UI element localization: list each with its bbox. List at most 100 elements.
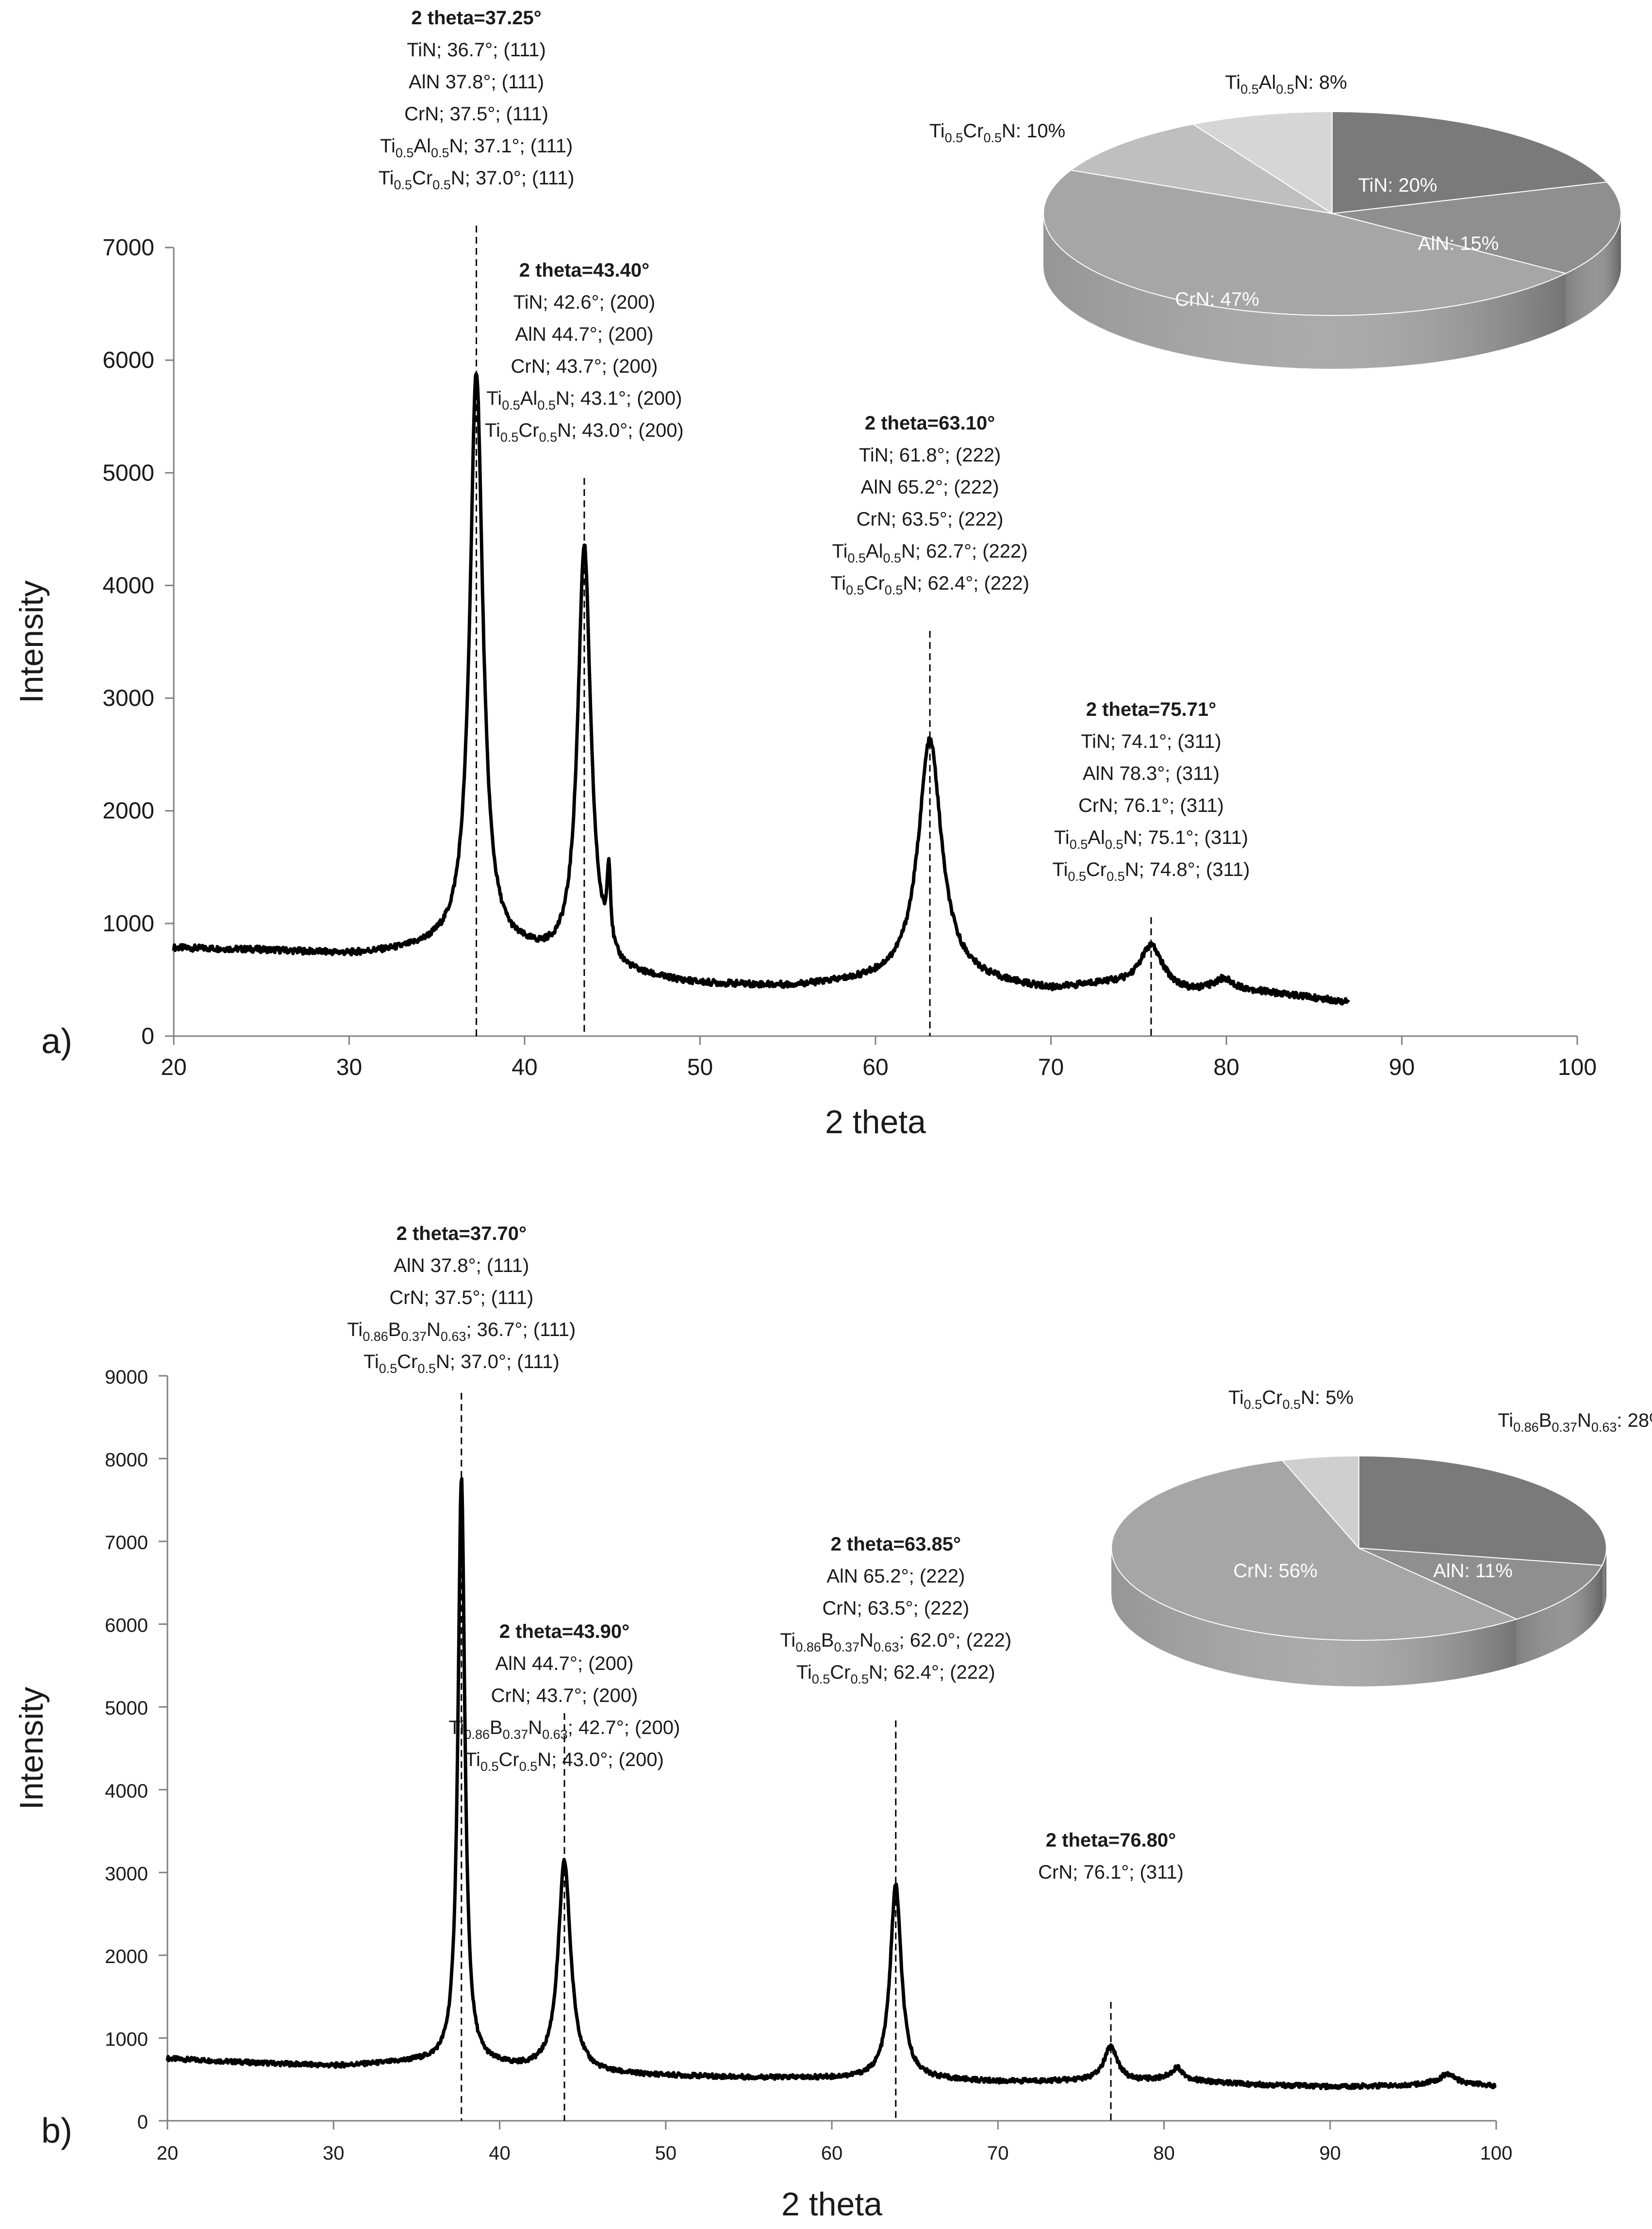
pie-slice xyxy=(1332,111,1608,215)
x-tick-label: 60 xyxy=(821,2143,843,2164)
y-tick-label: 5000 xyxy=(102,460,154,486)
pie-slice-label: Ti0.5​Cr0.5​N: 10% xyxy=(929,120,1065,145)
x-tick-label: 40 xyxy=(489,2143,511,2164)
pie-slice-side-shade xyxy=(1517,1565,1602,1666)
x-tick-label: 70 xyxy=(987,2143,1009,2164)
peak-assignment: AlN 37.8°; (111) xyxy=(409,71,544,93)
pie-slice-label: Ti0.5​Cr0.5​N: 5% xyxy=(1228,1387,1354,1412)
peak-assignment: Ti0.5​Al0.5​N; 62.7°; (222) xyxy=(832,541,1028,565)
pie-slice-label: TiN: 20% xyxy=(1358,175,1437,196)
axes: 20 30 40 50 60 70 80 90 100010002000300040005000… xyxy=(102,235,1597,1080)
y-tick-label: 4000 xyxy=(105,1781,148,1802)
x-tick-label: 90 xyxy=(1389,1055,1415,1080)
peak-assignment: Ti0.86​B0.37​N0.63​; 62.0°; (222) xyxy=(780,1630,1011,1654)
pie-slice-label: AlN: 11% xyxy=(1433,1560,1513,1582)
peak-assignment: CrN; 76.1°; (311) xyxy=(1078,795,1224,816)
pie-slice-label: Ti0.5​Al0.5​N: 8% xyxy=(1225,72,1347,97)
peak-annotation: 2 theta=37.25° TiN; 36.7°; (111) AlN 37.8°… xyxy=(379,7,575,1036)
x-tick-label: 100 xyxy=(1558,1055,1597,1080)
panel-label: b) xyxy=(41,2112,72,2150)
peak-header: 2 theta=63.10° xyxy=(865,413,995,434)
peak-header: 2 theta=75.71° xyxy=(1086,699,1216,720)
x-tick-label: 20 xyxy=(161,1055,186,1080)
peak-assignment: Ti0.86​B0.37​N0.63​; 42.7°; (200) xyxy=(449,1717,680,1742)
peak-annotation: 2 theta=43.40° TiN; 42.6°; (200) AlN 44.7°… xyxy=(485,260,684,1036)
x-tick-label: 40 xyxy=(512,1055,537,1080)
pie-slice-label: Ti0.86​B0.37​N0.63​: 28% xyxy=(1498,1410,1652,1435)
x-tick-label: 50 xyxy=(687,1055,713,1080)
xrd-curve xyxy=(172,372,1350,1006)
peak-header: 2 theta=37.25° xyxy=(411,7,541,29)
pie-slice xyxy=(1042,169,1568,316)
peak-header: 2 theta=43.40° xyxy=(519,260,649,281)
pie-slice xyxy=(1332,182,1622,274)
peak-annotation: 2 theta=76.80° CrN; 76.1°; (311) xyxy=(1038,1830,1184,2121)
y-tick-label: 3000 xyxy=(105,1863,148,1884)
pie-slice xyxy=(1111,1460,1518,1641)
peak-assignment: Ti0.5​Cr0.5​N; 43.0°; (200) xyxy=(485,420,684,445)
phase-pie-chart: Ti0.86​B0.37​N0.63​: 28% AlN: 11% CrN: 56%… xyxy=(1111,1387,1652,1686)
y-tick-label: 2000 xyxy=(102,798,154,824)
xrd-curve xyxy=(165,1477,1497,2091)
pie-slice xyxy=(1070,123,1333,214)
peak-annotation: 2 theta=63.10° TiN; 61.8°; (222) AlN 65.2°… xyxy=(830,413,1029,1036)
peak-assignment: CrN; 63.5°; (222) xyxy=(822,1598,969,1619)
peak-annotation: 2 theta=75.71° TiN; 74.1°; (311) AlN 78.3°… xyxy=(1053,699,1250,1036)
peak-assignment: Ti0.5​Cr0.5​N; 37.0°; (111) xyxy=(363,1351,560,1376)
x-tick-label: 30 xyxy=(323,2143,345,2164)
peak-annotation: 2 theta=63.85° AlN 65.2°; (222) CrN; 63.5°… xyxy=(780,1534,1011,2121)
peak-annotation: 2 theta=37.70° AlN 37.8°; (111) CrN; 37.5°… xyxy=(347,1223,576,2121)
axes: 20 30 40 50 60 70 80 90 100010002000300040005000… xyxy=(105,1367,1512,2164)
peak-assignment: AlN 78.3°; (311) xyxy=(1083,763,1220,784)
y-tick-label: 0 xyxy=(141,1024,154,1049)
peak-assignment: Ti0.5​Cr0.5​N; 62.4°; (222) xyxy=(830,573,1029,597)
peak-assignment: AlN 44.7°; (200) xyxy=(495,1653,633,1674)
pie-slice-side-shade xyxy=(1566,214,1621,327)
peak-assignment: CrN; 76.1°; (311) xyxy=(1038,1862,1184,1883)
pie-slice-label: CrN: 56% xyxy=(1233,1560,1317,1582)
pie-slice xyxy=(1281,1455,1359,1550)
x-tick-label: 80 xyxy=(1153,2143,1175,2164)
y-tick-label: 1000 xyxy=(102,911,154,937)
y-axis-label: Intensity xyxy=(13,1687,50,1810)
peak-header: 2 theta=43.90° xyxy=(499,1621,629,1642)
x-tick-label: 70 xyxy=(1038,1055,1064,1080)
phase-pie-chart: TiN: 20% AlN: 15% CrN: 47% Ti0.5​Cr0.5​N: 1… xyxy=(929,72,1622,369)
peak-assignment: TiN; 61.8°; (222) xyxy=(859,445,1001,466)
x-tick-label: 20 xyxy=(157,2143,179,2164)
peak-assignment: Ti0.5​Al0.5​N; 37.1°; (111) xyxy=(380,135,573,160)
x-tick-label: 60 xyxy=(862,1055,888,1080)
y-tick-label: 4000 xyxy=(102,573,154,598)
y-tick-label: 1000 xyxy=(105,2029,148,2050)
y-tick-label: 6000 xyxy=(102,347,154,373)
pie-slice xyxy=(1358,1455,1607,1566)
peak-assignment: AlN 65.2°; (222) xyxy=(826,1566,965,1587)
x-tick-label: 90 xyxy=(1320,2143,1341,2164)
peak-assignment: AlN 65.2°; (222) xyxy=(861,477,999,498)
x-tick-label: 100 xyxy=(1480,2143,1513,2164)
y-tick-label: 6000 xyxy=(105,1615,148,1636)
y-tick-label: 2000 xyxy=(105,1946,148,1967)
peak-assignment: Ti0.86​B0.37​N0.63​; 36.7°; (111) xyxy=(347,1319,576,1344)
peak-header: 2 theta=63.85° xyxy=(831,1534,961,1555)
y-axis-label: Intensity xyxy=(13,580,50,703)
peak-assignment: Ti0.5​Cr0.5​N; 37.0°; (111) xyxy=(379,167,575,192)
panel-label: a) xyxy=(41,1022,72,1061)
y-tick-label: 7000 xyxy=(105,1532,148,1553)
peak-annotations: 2 theta=37.25° TiN; 36.7°; (111) AlN 37.8°… xyxy=(379,7,1250,1036)
peak-assignment: TiN; 42.6°; (200) xyxy=(513,292,655,313)
peak-header: 2 theta=37.70° xyxy=(396,1223,527,1244)
peak-annotations: 2 theta=37.70° AlN 37.8°; (111) CrN; 37.5°… xyxy=(347,1223,1184,2121)
peak-assignment: Ti0.5​Cr0.5​N; 62.4°; (222) xyxy=(796,1662,995,1686)
peak-assignment: AlN 37.8°; (111) xyxy=(394,1255,529,1276)
x-tick-label: 50 xyxy=(655,2143,677,2164)
y-tick-label: 0 xyxy=(137,2112,148,2133)
peak-assignment: CrN; 43.7°; (200) xyxy=(491,1685,638,1706)
x-axis-label: 2 theta xyxy=(781,2186,882,2223)
y-tick-label: 8000 xyxy=(105,1450,148,1471)
peak-assignment: Ti0.5​Al0.5​N; 75.1°; (311) xyxy=(1054,827,1248,852)
peak-assignment: TiN; 74.1°; (311) xyxy=(1081,731,1221,752)
panel-b: Ti0.86​B0.37​N0.63​: 28% AlN: 11% CrN: 56%… xyxy=(13,1223,1652,2223)
peak-assignment: TiN; 36.7°; (111) xyxy=(407,39,545,61)
